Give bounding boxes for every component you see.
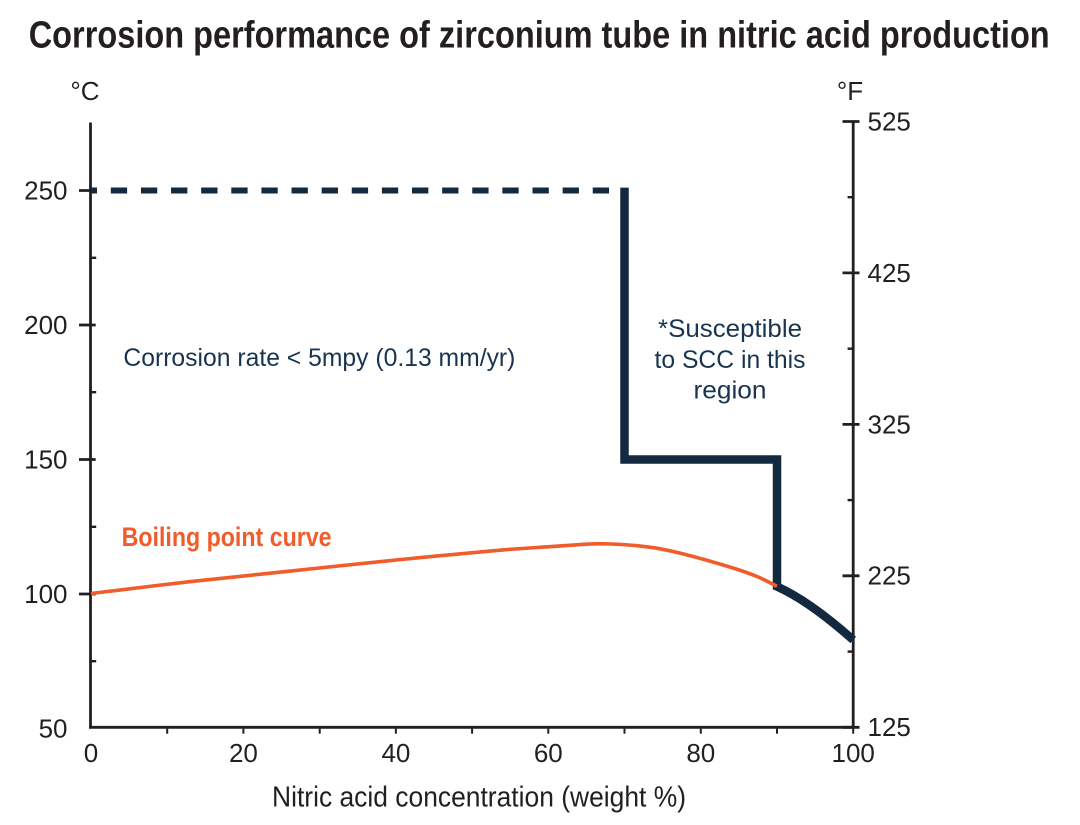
- svg-text:50: 50: [39, 713, 68, 743]
- svg-text:250: 250: [24, 175, 67, 205]
- svg-text:to SCC in this: to SCC in this: [655, 346, 806, 374]
- svg-text:60: 60: [534, 738, 563, 768]
- svg-text:525: 525: [868, 106, 911, 136]
- svg-text:°C: °C: [70, 76, 99, 106]
- svg-text:100: 100: [832, 738, 875, 768]
- svg-text:200: 200: [24, 310, 67, 340]
- svg-text:80: 80: [686, 738, 715, 768]
- svg-text:°F: °F: [837, 76, 863, 106]
- svg-text:Corrosion rate < 5mpy (0.13 mm: Corrosion rate < 5mpy (0.13 mm/yr): [123, 344, 515, 372]
- svg-text:Boiling point curve: Boiling point curve: [122, 522, 332, 552]
- svg-text:0: 0: [84, 738, 98, 768]
- svg-text:40: 40: [381, 738, 410, 768]
- svg-text:225: 225: [868, 561, 911, 591]
- svg-text:150: 150: [24, 444, 67, 474]
- svg-text:20: 20: [229, 738, 258, 768]
- svg-text:*Susceptible: *Susceptible: [658, 315, 802, 343]
- svg-text:125: 125: [868, 712, 911, 742]
- svg-text:100: 100: [24, 579, 67, 609]
- svg-text:325: 325: [868, 409, 911, 439]
- svg-text:region: region: [694, 377, 767, 405]
- svg-text:Nitric acid concentration (wei: Nitric acid concentration (weight %): [272, 782, 686, 814]
- svg-text:Corrosion performance of zirco: Corrosion performance of zirconium tube …: [29, 14, 1050, 56]
- svg-text:425: 425: [868, 258, 911, 288]
